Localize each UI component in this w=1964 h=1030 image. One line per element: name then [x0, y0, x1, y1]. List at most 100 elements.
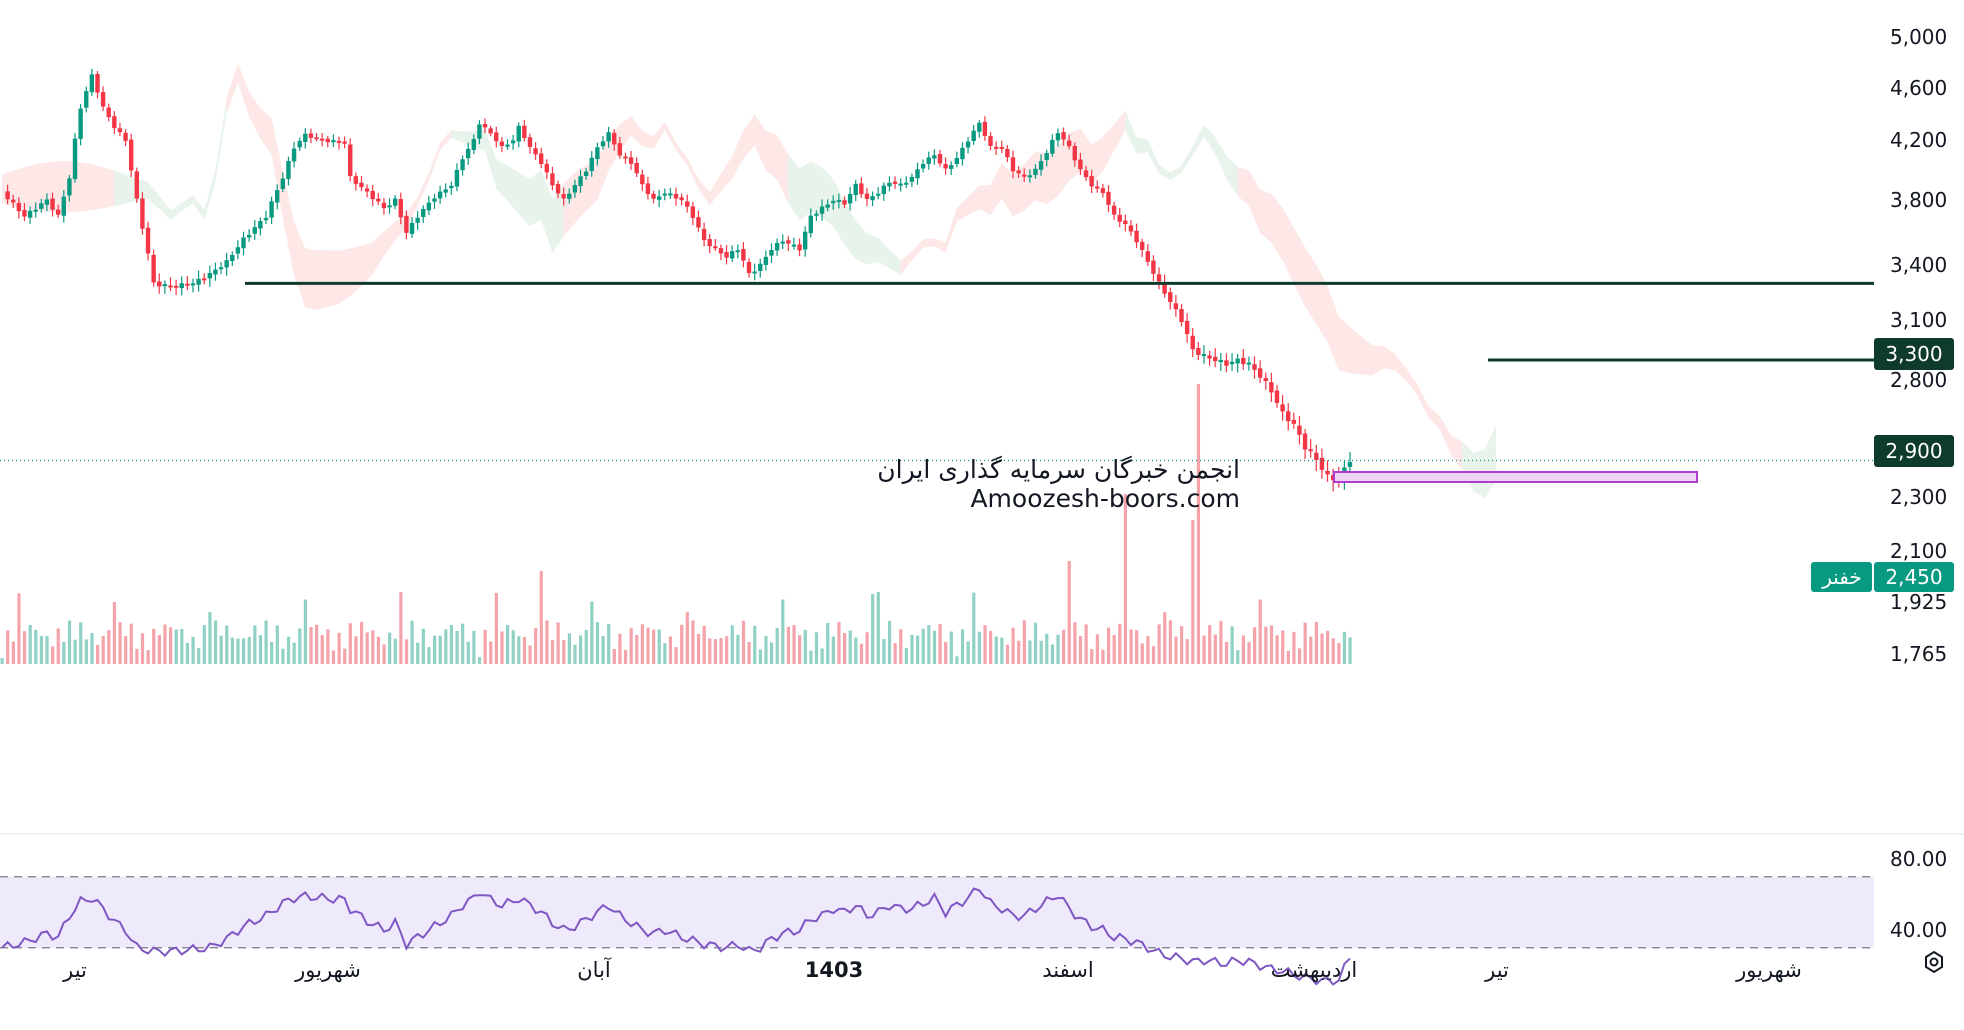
candle-body [230, 254, 235, 261]
volume-bar [270, 642, 274, 664]
volume-bar [286, 636, 291, 664]
volume-bar [1084, 624, 1088, 664]
candle [415, 210, 420, 230]
candle-body [1078, 159, 1083, 170]
volume-bar [359, 621, 364, 664]
volume-bar [938, 624, 942, 664]
volume-bar [1157, 624, 1161, 664]
volume-bar [444, 629, 448, 664]
volume-bar [567, 633, 571, 664]
volume-bar [197, 647, 201, 664]
candle [791, 237, 797, 250]
candle [645, 176, 651, 200]
volume-bar [579, 635, 583, 664]
volume-bar [916, 635, 920, 664]
candle [1291, 412, 1297, 429]
volume-bar [977, 631, 981, 664]
volume-bar [28, 625, 32, 664]
volume-bar [22, 631, 27, 664]
candle [864, 187, 870, 207]
volume-bar [331, 650, 336, 664]
candle [275, 184, 280, 210]
candle [1005, 145, 1010, 163]
candle-body [735, 250, 740, 253]
time-axis[interactable]: تیر شهریور آبان 1403 اسفند اردیبهشت تیر شهریور [62, 957, 1802, 982]
candle [1066, 134, 1072, 150]
volume-bar [887, 620, 892, 664]
volume-bar [550, 640, 555, 664]
time-tick-label: 1403 [805, 958, 863, 982]
cloud-segment [676, 114, 789, 206]
candle-body [1190, 335, 1195, 350]
volume-bar [225, 625, 229, 664]
candle [583, 168, 589, 180]
candle-body [100, 92, 106, 107]
candle-body [55, 209, 61, 215]
candle [319, 132, 325, 147]
volume-bar [623, 649, 628, 664]
volume-bar [994, 636, 998, 664]
volume-bar [612, 648, 616, 664]
price-tick-label: 1,765 [1890, 642, 1947, 666]
volume-bar [1062, 629, 1066, 664]
volume-bar [230, 637, 234, 664]
horizontal-levels[interactable] [0, 281, 1874, 483]
volume-bar [146, 650, 150, 664]
candle-body [1235, 358, 1240, 364]
candle [724, 245, 729, 265]
candle-body [1061, 132, 1066, 140]
candle-body [516, 125, 521, 142]
volume-bar [1163, 612, 1167, 664]
volume-bar [90, 632, 94, 664]
candle [499, 137, 505, 153]
volume-bar [292, 642, 296, 664]
candle [117, 123, 123, 137]
candle-body [656, 196, 662, 200]
volume-bar [112, 601, 117, 664]
candle [505, 139, 510, 150]
candle [123, 129, 128, 147]
volume-bar [1286, 650, 1290, 664]
volume-bar [539, 571, 543, 664]
candle-body [471, 139, 476, 151]
volume-bar [1028, 640, 1032, 664]
candle-body [645, 183, 651, 195]
candle-body [1139, 241, 1145, 250]
volume-bar [477, 657, 482, 664]
candle [651, 190, 656, 204]
candle [640, 169, 645, 191]
candle-body [999, 146, 1004, 149]
candle-body [1111, 205, 1117, 215]
candle [1229, 353, 1235, 371]
settings-icon[interactable] [1925, 950, 1943, 974]
candle [1179, 303, 1184, 327]
candle-body [870, 196, 875, 201]
candle-body [443, 189, 448, 193]
volume-bar [1196, 384, 1201, 664]
volume-bar [989, 630, 993, 664]
volume-bar [376, 636, 381, 664]
candle [465, 142, 471, 165]
candle-body [724, 252, 729, 258]
volume-bar [629, 628, 633, 664]
candle [763, 250, 769, 271]
volume-bar [910, 634, 914, 664]
volume-bar [39, 636, 44, 664]
volume-bar [1297, 648, 1302, 664]
candle [780, 234, 785, 249]
volume-bar [213, 620, 218, 664]
volume-bar [129, 623, 133, 664]
volume-bar [545, 620, 549, 664]
volume-bar [803, 629, 807, 664]
candle-body [1179, 308, 1184, 323]
candle-body [291, 148, 297, 162]
volume-bar [399, 592, 403, 664]
volume-bar [281, 648, 285, 664]
candle [1308, 439, 1313, 458]
candle [623, 152, 628, 164]
candle [544, 159, 550, 180]
candle [617, 136, 623, 159]
candle [308, 128, 314, 144]
volume-bar [67, 620, 72, 664]
